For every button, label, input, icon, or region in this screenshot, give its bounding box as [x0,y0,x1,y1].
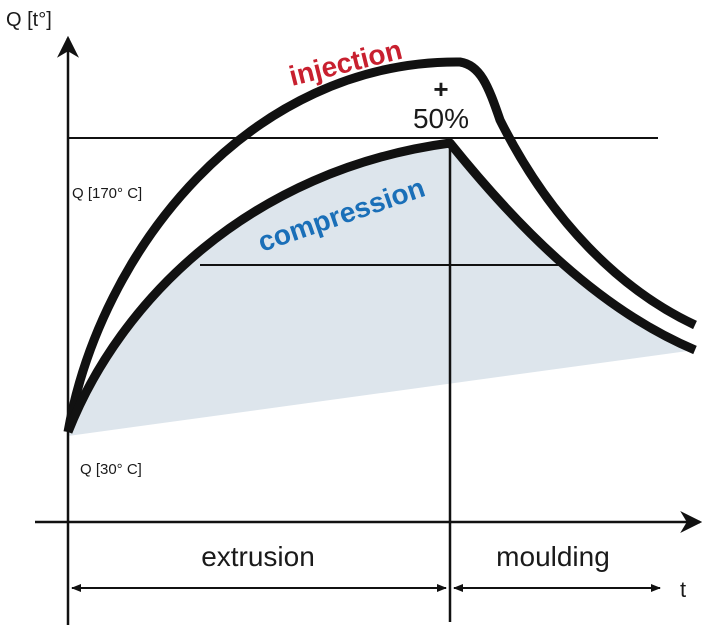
extrusion-label: extrusion [201,541,315,572]
peak-percent: 50% [413,103,469,134]
level-low-label: Q [30° C] [80,461,142,478]
x-axis-label: t [680,577,686,602]
y-axis-label: Q [t°] [6,9,52,31]
compression-curve [63,138,697,434]
peak-sign: + [433,74,448,104]
injection-curve [63,57,697,433]
level-high-label: Q [170° C] [72,185,142,202]
shaded-area [68,143,695,436]
moulding-label: moulding [496,541,610,572]
